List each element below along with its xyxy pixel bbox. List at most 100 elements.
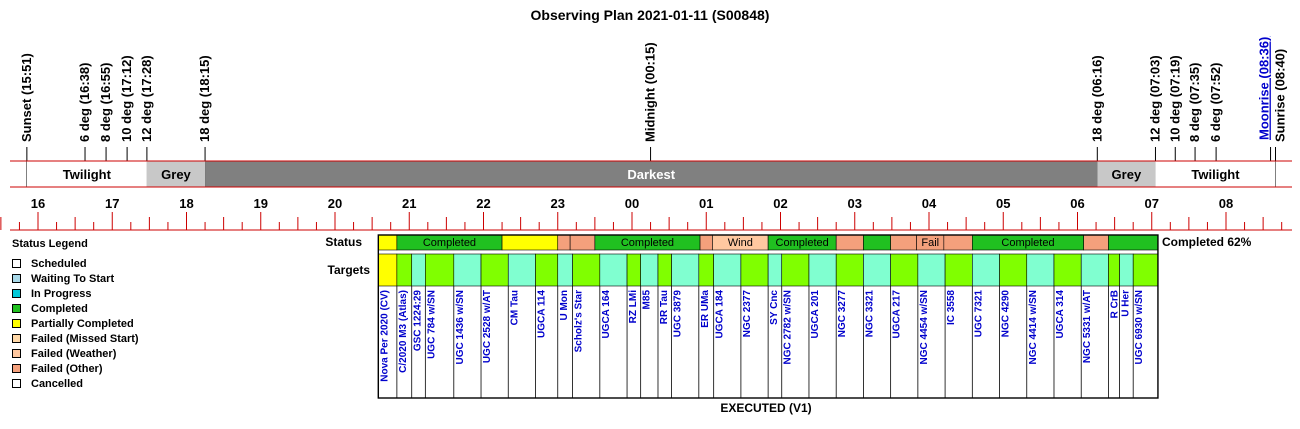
target-block <box>557 253 573 287</box>
hour-tick-label: 01 <box>699 196 713 211</box>
target-block <box>507 253 536 287</box>
legend-item: Failed (Other) <box>12 361 182 376</box>
status-segment <box>890 234 917 251</box>
phase-band <box>205 161 1098 187</box>
twilight-phases: Twilight Grey Darkest Grey Twilight <box>10 160 1292 188</box>
target-block <box>808 253 837 287</box>
target-block <box>640 253 659 287</box>
target-block <box>425 253 455 287</box>
status-segment <box>501 234 559 251</box>
target-block <box>1132 253 1159 287</box>
status-segment <box>835 234 864 251</box>
phase-label: Twilight <box>63 167 112 182</box>
hour-tick-label: 20 <box>328 196 342 211</box>
target-name: UGC 7321 <box>973 290 984 338</box>
phase-band <box>1097 161 1156 187</box>
target-block <box>917 253 946 287</box>
status-segment <box>863 234 891 251</box>
target-name: NGC 2782 w/SN <box>783 290 794 364</box>
target-name: SY Cnc <box>769 290 780 325</box>
target-block <box>767 253 783 287</box>
event-label: 8 deg (16:55) <box>98 63 113 142</box>
hour-tick-label: 19 <box>254 196 268 211</box>
target-block <box>453 253 482 287</box>
event-label: 18 deg (18:15) <box>197 55 212 142</box>
event-markers: Sunset (15:51) 6 deg (16:38) 8 deg (16:55)… <box>19 37 1288 187</box>
hour-tick-label: 05 <box>996 196 1010 211</box>
legend-item: Completed <box>12 301 182 316</box>
target-name: UGCA 164 <box>601 290 612 339</box>
phase-label: Darkest <box>627 167 675 182</box>
target-block <box>972 253 1000 287</box>
legend-label: Failed (Other) <box>31 362 103 375</box>
status-segment-label: Fail <box>921 237 939 249</box>
completion-label: Completed 62% <box>1162 235 1252 249</box>
target-name: RZ LMi <box>628 290 639 324</box>
legend-swatch <box>12 259 21 268</box>
target-block <box>1053 253 1082 287</box>
target-block <box>378 253 398 287</box>
event-label: 10 deg (07:19) <box>1167 55 1182 142</box>
target-name: IC 3558 <box>946 290 957 325</box>
status-segment <box>943 234 973 251</box>
hour-tick-label: 23 <box>551 196 565 211</box>
target-name: UGCA 314 <box>1055 290 1066 339</box>
legend-label: Cancelled <box>31 377 83 390</box>
legend-label: Failed (Missed Start) <box>31 332 139 345</box>
legend-item: Waiting To Start <box>12 271 182 286</box>
target-block <box>863 253 891 287</box>
legend-item: Cancelled <box>12 376 182 391</box>
event-label: Midnight (00:15) <box>643 42 658 142</box>
hour-tick-label: 22 <box>476 196 490 211</box>
hour-tick-label: 00 <box>625 196 639 211</box>
legend-swatch <box>12 289 21 298</box>
target-name: R CrB <box>1109 290 1120 318</box>
plan-frame <box>377 234 1159 399</box>
status-segment <box>378 234 398 251</box>
event-label: 6 deg (16:38) <box>77 63 92 142</box>
legend-label: In Progress <box>31 287 92 300</box>
target-block <box>535 253 559 287</box>
hour-axis: 16 17 18 19 20 21 22 23 00 01 02 03 04 05 06 07 08 <box>0 196 1292 231</box>
target-block <box>1026 253 1055 287</box>
target-name: NGC 4290 <box>1001 290 1012 338</box>
status-segment-label: Completed <box>776 237 829 249</box>
targets-row: Nova Per 2020 (CV) C/2020 M3 (Atlas) GSC 1… <box>377 234 1159 399</box>
target-block <box>999 253 1028 287</box>
legend-swatch <box>12 349 21 358</box>
legend-item: Scheduled <box>12 256 182 271</box>
target-block <box>1119 253 1134 287</box>
target-name: UGCA 201 <box>810 290 821 339</box>
target-block <box>1108 253 1120 287</box>
target-block <box>835 253 864 287</box>
status-row: Completed Completed Wind Completed Fail Compl… <box>378 234 1159 251</box>
hour-tick-label: 02 <box>773 196 787 211</box>
executed-label: EXECUTED (V1) <box>720 401 811 415</box>
status-segment-label: Wind <box>728 237 753 249</box>
legend-item: Partially Completed <box>12 316 182 331</box>
legend-swatch <box>12 319 21 328</box>
target-name: NGC 4414 w/SN <box>1028 290 1039 364</box>
status-segment-label: Completed <box>621 237 674 249</box>
target-name: Nova Per 2020 (CV) <box>379 290 390 382</box>
target-block <box>572 253 601 287</box>
legend-item: Failed (Missed Start) <box>12 331 182 346</box>
event-label: 8 deg (07:35) <box>1187 63 1202 142</box>
chart-title: Observing Plan 2021-01-11 (S00848) <box>531 7 770 23</box>
legend-swatch <box>12 379 21 388</box>
target-name: U Mon <box>559 290 570 321</box>
targets-row-label: Targets <box>328 263 371 277</box>
target-name: UGC 1436 w/SN <box>455 290 466 364</box>
legend-label: Completed <box>31 302 88 315</box>
target-block <box>698 253 714 287</box>
phase-band <box>1155 161 1276 187</box>
target-name: UGCA 217 <box>892 290 903 339</box>
target-name: M85 <box>642 290 653 310</box>
hour-tick-label: 21 <box>402 196 416 211</box>
event-label: 12 deg (07:03) <box>1147 55 1162 142</box>
target-name: NGC 3321 <box>864 290 875 338</box>
target-name: C/2020 M3 (Atlas) <box>398 290 409 373</box>
hour-tick-label: 04 <box>922 196 937 211</box>
legend-label: Failed (Weather) <box>31 347 117 360</box>
target-name: UGCA 114 <box>536 290 547 338</box>
